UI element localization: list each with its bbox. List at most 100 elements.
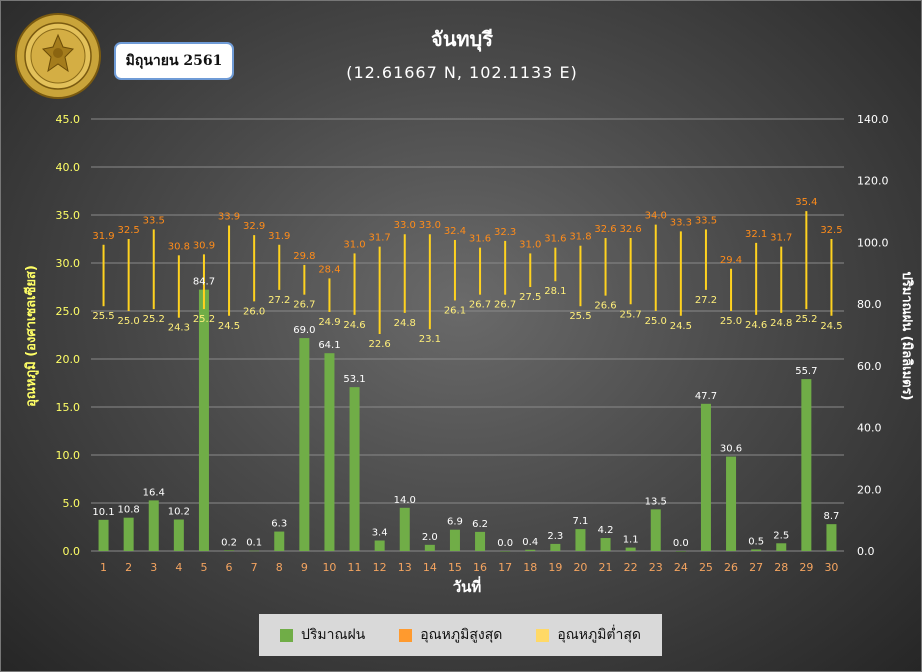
x-tick-label-16: 16 (473, 561, 487, 574)
temp-min-label-1: 25.5 (92, 311, 114, 322)
legend-item-rain: ปริมาณฝน (279, 624, 365, 646)
rain-bars (98, 289, 837, 552)
rain-bar-7 (249, 550, 260, 552)
rain-value-label-20: 7.1 (572, 516, 588, 527)
x-tick-label-27: 27 (749, 561, 763, 574)
temp-max-label-28: 31.7 (770, 233, 792, 244)
rain-bar-10 (324, 353, 335, 551)
temp-min-label-17: 26.7 (494, 300, 516, 311)
x-tick-label-26: 26 (724, 561, 738, 574)
temp-max-label-4: 30.8 (168, 241, 190, 252)
x-axis-label: วันที่ (453, 576, 482, 596)
x-tick-label-19: 19 (548, 561, 562, 574)
month-label: มิถุนายน 2561 (125, 53, 223, 69)
right-tick-label-1: 20.0 (857, 483, 882, 496)
x-tick-label-10: 10 (322, 561, 336, 574)
rain-value-label-18: 0.4 (522, 537, 538, 548)
temp-min-label-4: 24.3 (168, 323, 190, 334)
x-tick-label-11: 11 (348, 561, 362, 574)
rain-bar-17 (500, 551, 511, 552)
rain-bar-23 (650, 509, 661, 551)
rain-value-label-8: 6.3 (271, 519, 287, 530)
rain-value-label-7: 0.1 (246, 538, 262, 549)
right-axis-label: ปริมาณฝน (มิลลิเมตร) (899, 271, 914, 400)
left-tick-label-3: 15.0 (56, 401, 81, 414)
chart-plot: 0.05.010.015.020.025.030.035.040.045.0 0… (23, 113, 914, 596)
temp-min-label-24: 24.5 (670, 321, 692, 332)
temp-min-label-9: 26.7 (293, 300, 315, 311)
rain-value-label-13: 14.0 (394, 495, 416, 506)
temp-max-label-2: 32.5 (118, 225, 140, 236)
rain-value-label-25: 47.7 (695, 391, 717, 402)
rain-value-label-19: 2.3 (547, 531, 563, 542)
x-tick-label-21: 21 (599, 561, 613, 574)
temperature-ranges (102, 211, 833, 335)
meteorological-department-logo (15, 13, 101, 99)
x-tick-label-7: 7 (251, 561, 258, 574)
temp-max-label-11: 31.0 (343, 239, 365, 250)
x-tick-label-4: 4 (175, 561, 182, 574)
rain-bar-8 (274, 531, 285, 551)
temp-min-label-26: 25.0 (720, 316, 742, 327)
rain-value-label-28: 2.5 (773, 530, 789, 541)
rain-bar-14 (424, 544, 435, 551)
rain-bar-19 (550, 543, 561, 551)
rain-bar-13 (399, 507, 410, 551)
right-tick-label-5: 100.0 (857, 236, 889, 249)
x-tick-label-12: 12 (373, 561, 387, 574)
left-tick-label-4: 20.0 (56, 353, 81, 366)
temp-min-label-8: 27.2 (268, 295, 290, 306)
legend-swatch-rain (279, 628, 293, 642)
temp-min-label-5: 25.2 (193, 314, 215, 325)
chart-title: จันทบุรี (430, 27, 493, 51)
temp-min-label-29: 25.2 (795, 314, 817, 325)
left-axis-ticks: 0.0 5.0 10.0 15.0 20.0 25.0 30.0 35.0 40.0 45.0 (56, 113, 81, 558)
rain-value-label-16: 6.2 (472, 519, 488, 530)
temp-max-label-9: 29.8 (293, 251, 315, 262)
temp-max-label-27: 32.1 (745, 229, 767, 240)
temp-max-label-3: 33.5 (143, 215, 165, 226)
rain-value-label-12: 3.4 (372, 528, 388, 539)
x-tick-label-18: 18 (523, 561, 537, 574)
temp-min-label-6: 24.5 (218, 321, 240, 332)
rain-value-label-17: 0.0 (497, 538, 513, 549)
right-axis-ticks: 0.0 20.0 40.0 60.0 80.0 100.0 120.0 140.0 (857, 113, 889, 558)
left-tick-label-9: 45.0 (56, 113, 81, 126)
temp-max-label-23: 34.0 (645, 211, 667, 222)
rain-value-label-9: 69.0 (293, 325, 315, 336)
right-tick-label-7: 140.0 (857, 113, 889, 126)
temp-max-label-29: 35.4 (795, 197, 817, 208)
temp-max-label-22: 32.6 (620, 224, 642, 235)
rain-bar-25 (700, 403, 711, 551)
x-tick-label-17: 17 (498, 561, 512, 574)
temp-max-label-18: 31.0 (519, 239, 541, 250)
data-labels: 10.1 31.9 25.5 10.8 32.5 25.0 16.4 33.5 25.2 10.2… (92, 197, 842, 549)
rain-value-label-27: 0.5 (748, 536, 764, 547)
temp-min-label-18: 27.5 (519, 292, 541, 303)
temp-max-label-19: 31.6 (544, 234, 566, 245)
temp-max-label-30: 32.5 (820, 225, 842, 236)
left-tick-label-8: 40.0 (56, 161, 81, 174)
temp-min-label-28: 24.8 (770, 318, 792, 329)
x-axis-ticks: 1 2 3 4 5 6 7 8 9 10 11 12 13 14 15 16 17 18 19 20 21 22 23 24 2… (100, 561, 838, 574)
temp-max-label-24: 33.3 (670, 217, 692, 228)
left-tick-label-1: 5.0 (63, 497, 81, 510)
x-tick-label-30: 30 (824, 561, 838, 574)
x-tick-label-24: 24 (674, 561, 688, 574)
rain-bar-6 (224, 550, 235, 551)
rain-value-label-5: 84.7 (193, 277, 215, 288)
x-tick-label-13: 13 (398, 561, 412, 574)
x-tick-label-2: 2 (125, 561, 132, 574)
rain-bar-11 (349, 387, 360, 551)
temp-max-label-12: 31.7 (369, 233, 391, 244)
rain-value-label-15: 6.9 (447, 517, 463, 528)
rain-value-label-10: 64.1 (318, 340, 340, 351)
rain-bar-27 (751, 549, 762, 551)
rain-value-label-21: 4.2 (598, 525, 614, 536)
temp-min-label-15: 26.1 (444, 305, 466, 316)
temp-max-label-21: 32.6 (594, 224, 616, 235)
x-tick-label-14: 14 (423, 561, 437, 574)
month-label-box: มิถุนายน 2561 (114, 42, 234, 80)
legend-item-temp-max: อุณหภูมิสูงสุด (399, 624, 502, 646)
